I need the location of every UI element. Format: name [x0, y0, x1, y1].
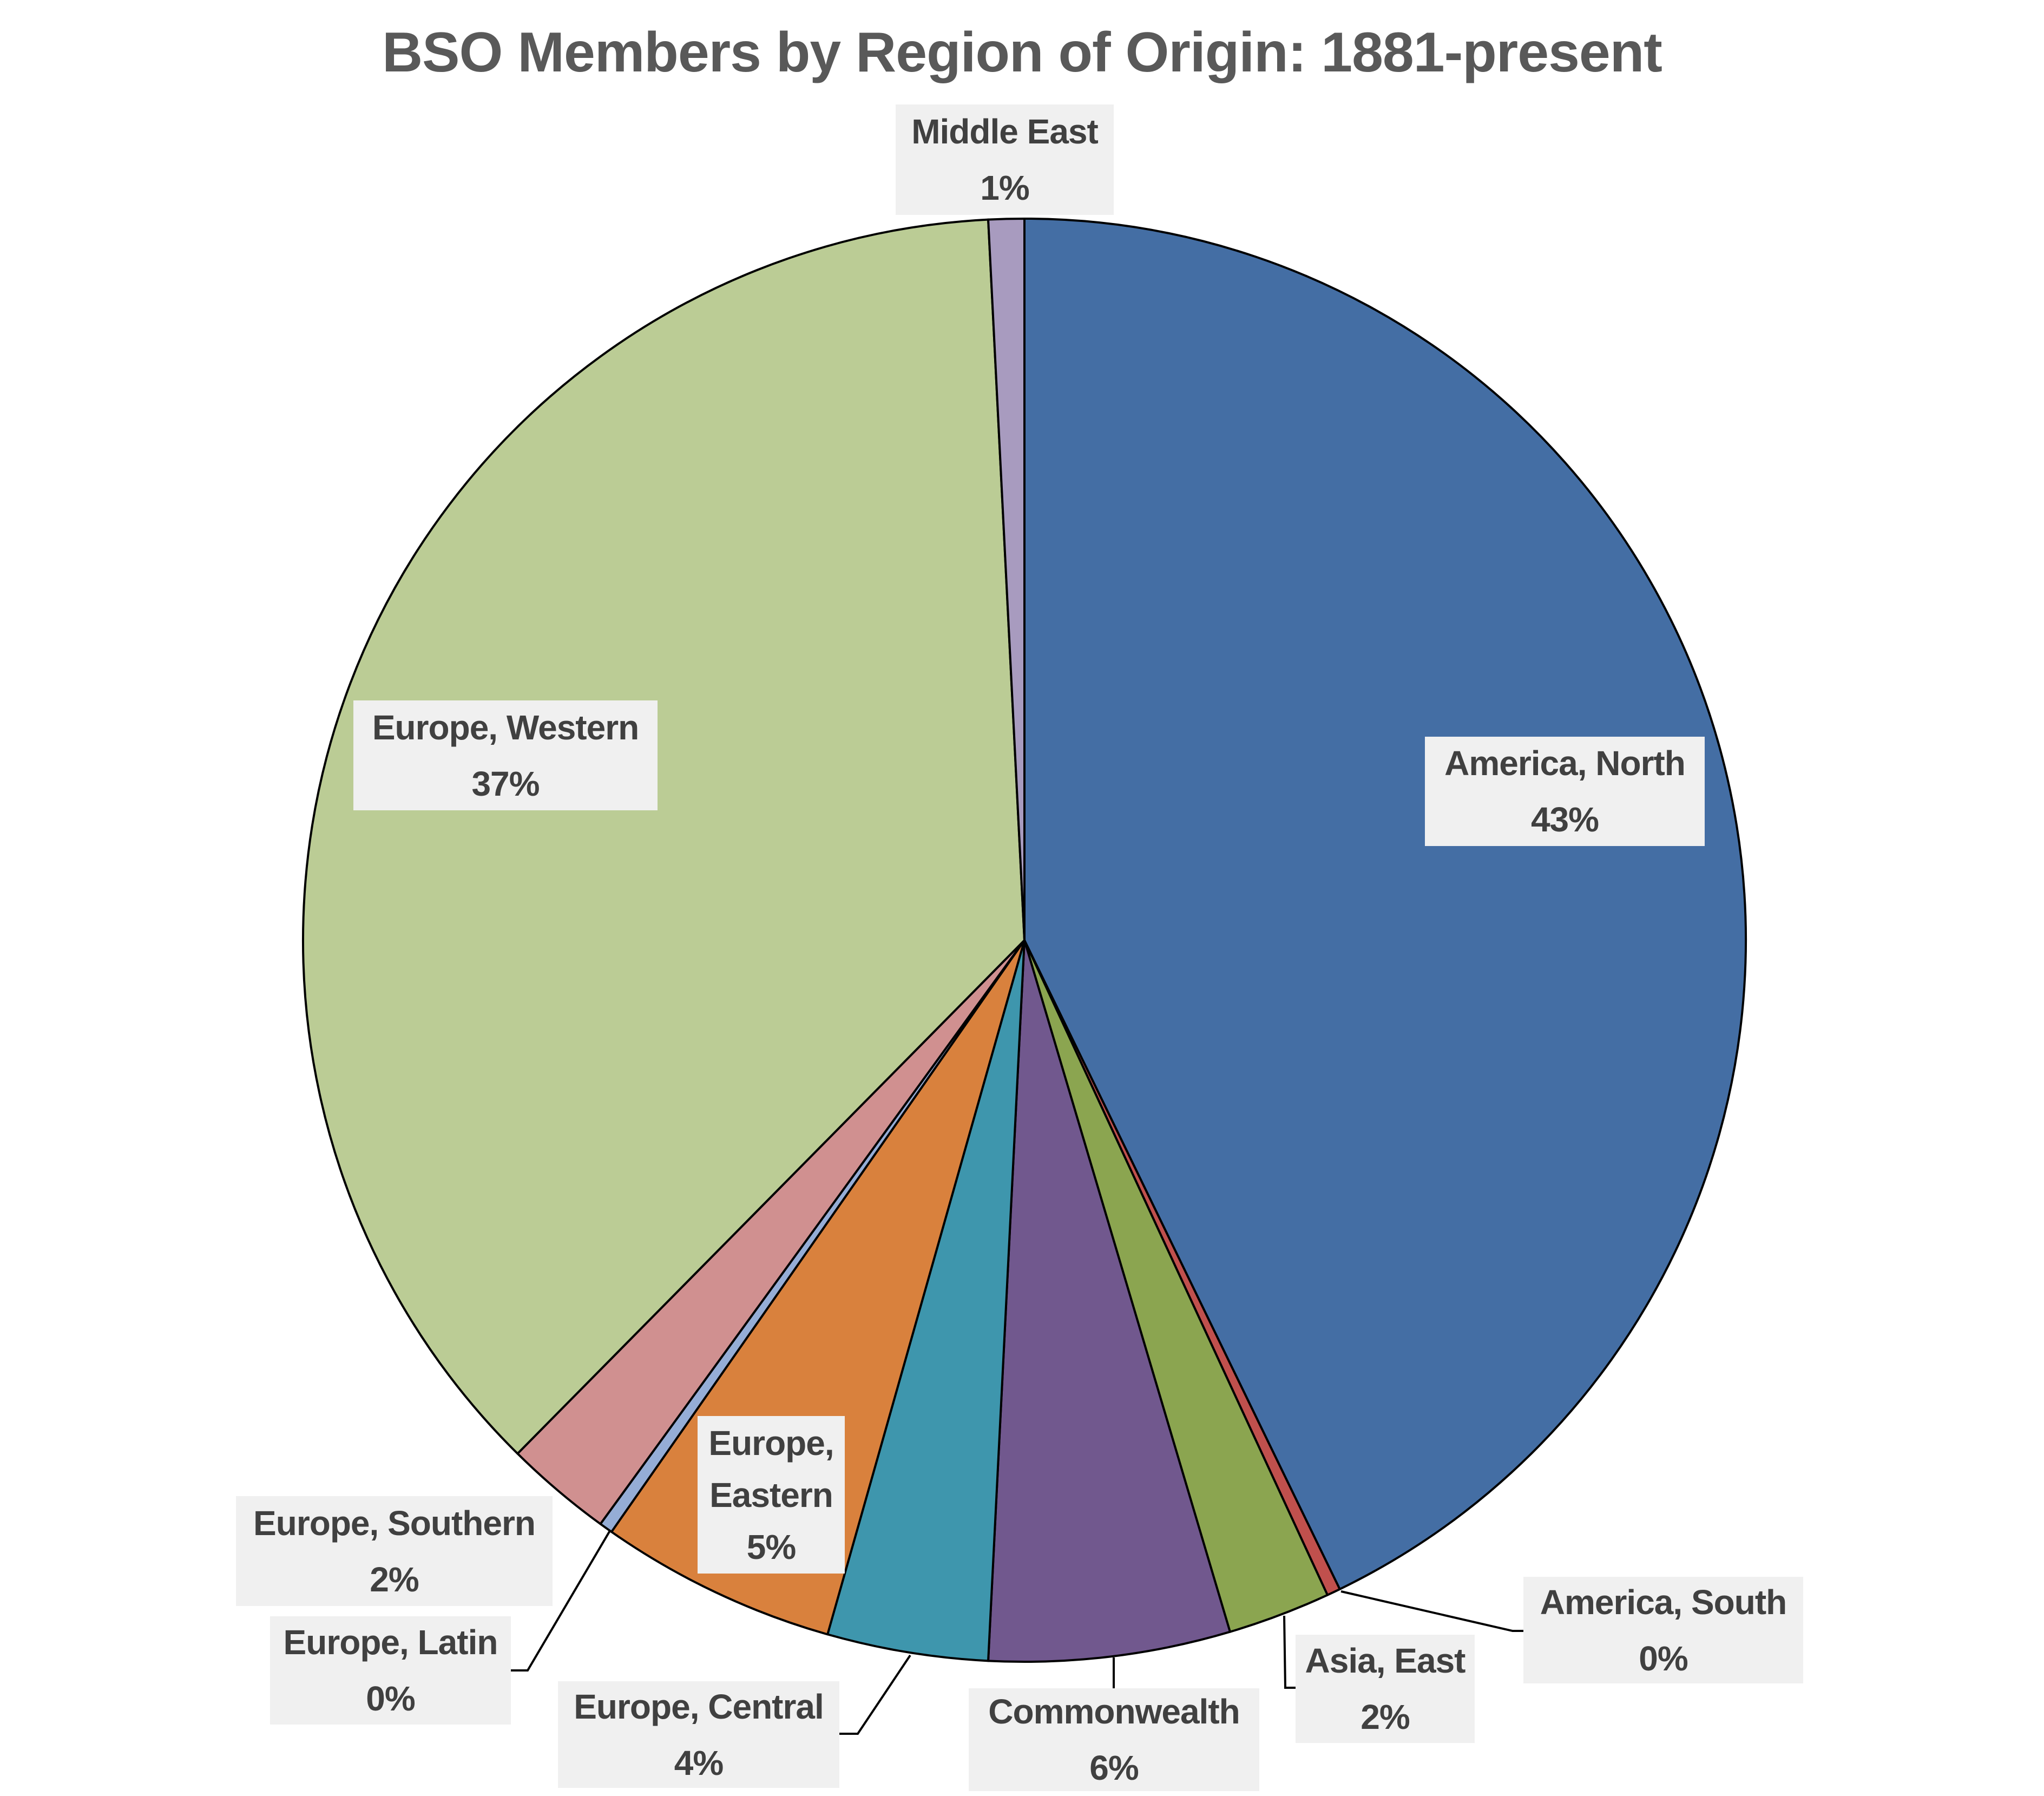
data-label-percent: 0% — [1639, 1638, 1688, 1678]
data-label-category: Europe, Latin — [283, 1623, 498, 1662]
data-label-category: Asia, East — [1305, 1641, 1466, 1680]
pie-slice-middle-east — [987, 218, 1026, 941]
data-label-percent: 37% — [471, 764, 540, 803]
pie-slice-commonwealth — [987, 939, 1231, 1663]
leader-lines — [511, 1530, 1523, 1735]
data-label-category: America, South — [1540, 1582, 1787, 1622]
data-label-middle-east: Middle East 1% — [896, 104, 1114, 215]
data-label-category: Europe, Western — [372, 707, 639, 747]
data-label-percent: 4% — [674, 1743, 724, 1782]
leader-line — [839, 1654, 911, 1735]
data-label-percent: 5% — [746, 1527, 796, 1566]
data-label-commonwealth: Commonwealth 6% — [969, 1688, 1259, 1791]
pie-slice-europe-western — [301, 218, 1026, 1455]
data-label-category: Europe, Southern — [253, 1503, 536, 1543]
data-label-category: Europe, Central — [574, 1687, 824, 1726]
data-label-percent: 2% — [1361, 1697, 1410, 1736]
chart-title: BSO Members by Region of Origin: 1881-pr… — [382, 21, 1662, 84]
data-label-percent: 0% — [366, 1679, 415, 1718]
data-label-category: America, North — [1444, 744, 1686, 783]
pie-slice-europe-central — [826, 939, 1026, 1662]
data-label-category: Europe, — [708, 1423, 834, 1463]
data-label-category: Middle East — [911, 112, 1099, 151]
data-label-category: Commonwealth — [988, 1692, 1240, 1731]
data-label-category: Eastern — [709, 1475, 833, 1515]
leader-line — [1340, 1590, 1523, 1632]
data-label-europe-latin: Europe, Latin 0% — [270, 1616, 511, 1725]
data-label-europe-southern: Europe, Southern 2% — [236, 1496, 553, 1606]
data-label-europe-western: Europe, Western 37% — [353, 700, 658, 810]
leader-line — [511, 1530, 611, 1672]
leader-line — [1283, 1615, 1296, 1689]
data-label-america-north: America, North 43% — [1425, 737, 1705, 846]
data-label-percent: 1% — [980, 168, 1029, 207]
data-label-america-south: America, South 0% — [1523, 1577, 1803, 1683]
pie-slice-america-north — [1023, 218, 1747, 1590]
data-label-percent: 43% — [1530, 800, 1599, 839]
pie-wedges — [301, 218, 1747, 1663]
data-label-percent: 2% — [370, 1559, 419, 1599]
data-label-europe-eastern: Europe, Eastern 5% — [698, 1416, 845, 1574]
data-label-asia-east: Asia, East 2% — [1296, 1635, 1475, 1743]
data-label-europe-central: Europe, Central 4% — [558, 1681, 839, 1788]
data-label-percent: 6% — [1089, 1748, 1139, 1787]
